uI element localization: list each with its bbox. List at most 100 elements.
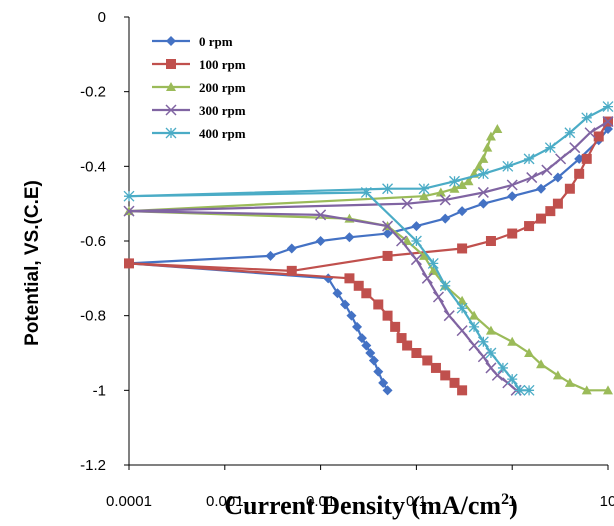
data-point bbox=[368, 355, 379, 366]
series-layer bbox=[123, 101, 614, 396]
data-point bbox=[402, 340, 413, 351]
data-point bbox=[569, 142, 581, 154]
data-point bbox=[428, 265, 439, 275]
y-tick-label: -0.8 bbox=[80, 308, 106, 325]
data-point bbox=[340, 299, 351, 310]
legend-marker bbox=[165, 104, 177, 116]
data-point bbox=[485, 325, 496, 335]
data-point bbox=[449, 183, 460, 193]
x-tick-label: 0.01 bbox=[306, 493, 335, 510]
data-point bbox=[506, 179, 518, 191]
x-tick-label: 0.0001 bbox=[106, 493, 152, 510]
data-point bbox=[478, 153, 489, 163]
data-point bbox=[353, 280, 364, 291]
data-point bbox=[332, 288, 343, 299]
data-point bbox=[506, 373, 518, 385]
x-tick-label: 0.1 bbox=[406, 493, 427, 510]
y-tick-label: -1.2 bbox=[80, 457, 106, 474]
y-tick-label: -0.6 bbox=[80, 233, 106, 250]
data-point bbox=[602, 101, 614, 113]
data-point bbox=[593, 131, 604, 142]
data-point bbox=[457, 295, 468, 305]
data-point bbox=[555, 153, 567, 165]
data-point bbox=[581, 112, 593, 124]
data-point bbox=[473, 161, 484, 171]
data-point bbox=[514, 384, 526, 396]
legend-marker bbox=[165, 127, 177, 139]
data-point bbox=[477, 168, 489, 180]
data-point bbox=[457, 206, 468, 217]
data-point bbox=[418, 250, 429, 260]
legend-marker bbox=[166, 59, 176, 69]
data-point bbox=[544, 142, 556, 154]
data-point bbox=[507, 336, 518, 346]
data-point bbox=[401, 198, 413, 210]
data-point bbox=[491, 369, 503, 381]
data-point bbox=[286, 265, 297, 276]
data-point bbox=[449, 175, 460, 187]
data-point bbox=[468, 321, 480, 333]
data-point bbox=[440, 213, 451, 224]
data-point bbox=[502, 160, 514, 172]
data-point bbox=[457, 180, 468, 189]
x-axis-label: Current Density (mA/cm2) bbox=[224, 491, 517, 520]
data-point bbox=[536, 183, 547, 194]
data-point bbox=[457, 243, 468, 254]
x-axis-label-close: ) bbox=[509, 491, 518, 520]
data-point bbox=[382, 228, 393, 239]
data-point bbox=[603, 385, 613, 395]
data-point bbox=[507, 228, 518, 239]
data-point bbox=[574, 168, 585, 179]
data-point bbox=[430, 362, 441, 373]
legend-label: 400 rpm bbox=[199, 126, 246, 141]
data-point bbox=[497, 362, 509, 374]
data-point bbox=[536, 359, 547, 369]
data-point bbox=[574, 153, 585, 164]
data-point bbox=[449, 377, 460, 388]
data-point bbox=[365, 348, 376, 358]
y-tick-label: -0.4 bbox=[80, 158, 106, 175]
data-point bbox=[581, 153, 592, 164]
data-point bbox=[457, 385, 468, 396]
data-point bbox=[361, 340, 372, 351]
data-point bbox=[545, 206, 556, 217]
data-point bbox=[523, 153, 535, 165]
data-point bbox=[584, 127, 596, 139]
data-point bbox=[564, 127, 576, 139]
data-point bbox=[411, 348, 422, 358]
data-point bbox=[418, 183, 430, 195]
x-axis-label-main: Current Density (mA/cm bbox=[224, 491, 501, 520]
legend-item: 100 rpm bbox=[152, 57, 246, 72]
y-axis-label: Potential, VS.(C.E) bbox=[22, 180, 43, 346]
data-point bbox=[439, 280, 451, 292]
x-tick-label: 1 bbox=[508, 493, 516, 510]
legend-label: 300 rpm bbox=[199, 103, 246, 118]
legend-item: 300 rpm bbox=[152, 103, 246, 118]
data-point bbox=[421, 272, 433, 284]
legend-marker bbox=[166, 36, 176, 46]
data-point bbox=[523, 384, 535, 396]
data-point bbox=[477, 186, 489, 198]
data-point bbox=[396, 333, 407, 344]
data-point bbox=[526, 172, 538, 184]
legend-label: 100 rpm bbox=[199, 57, 246, 72]
data-point bbox=[390, 321, 401, 332]
legend: 0 rpm 100 rpm 200 rpm 300 rpm 400 rpm bbox=[152, 34, 246, 141]
data-point bbox=[352, 321, 363, 332]
legend-item: 0 rpm bbox=[152, 34, 233, 49]
data-point bbox=[552, 172, 563, 183]
data-point bbox=[492, 124, 503, 133]
data-point bbox=[507, 191, 518, 202]
data-point bbox=[356, 333, 367, 344]
x-tick-label: 0.001 bbox=[206, 493, 244, 510]
data-point bbox=[344, 232, 355, 243]
data-point bbox=[463, 176, 474, 186]
legend-item: 200 rpm bbox=[152, 80, 246, 95]
data-point bbox=[382, 183, 394, 195]
y-tick-label: -1 bbox=[93, 382, 106, 399]
data-point bbox=[373, 299, 384, 310]
data-point bbox=[286, 243, 297, 254]
data-point bbox=[524, 221, 535, 232]
axes: 0 -0.2 -0.4 -0.6 -0.8 -1 -1.2 0.0001 0.001 0.01 0.… bbox=[80, 9, 614, 510]
